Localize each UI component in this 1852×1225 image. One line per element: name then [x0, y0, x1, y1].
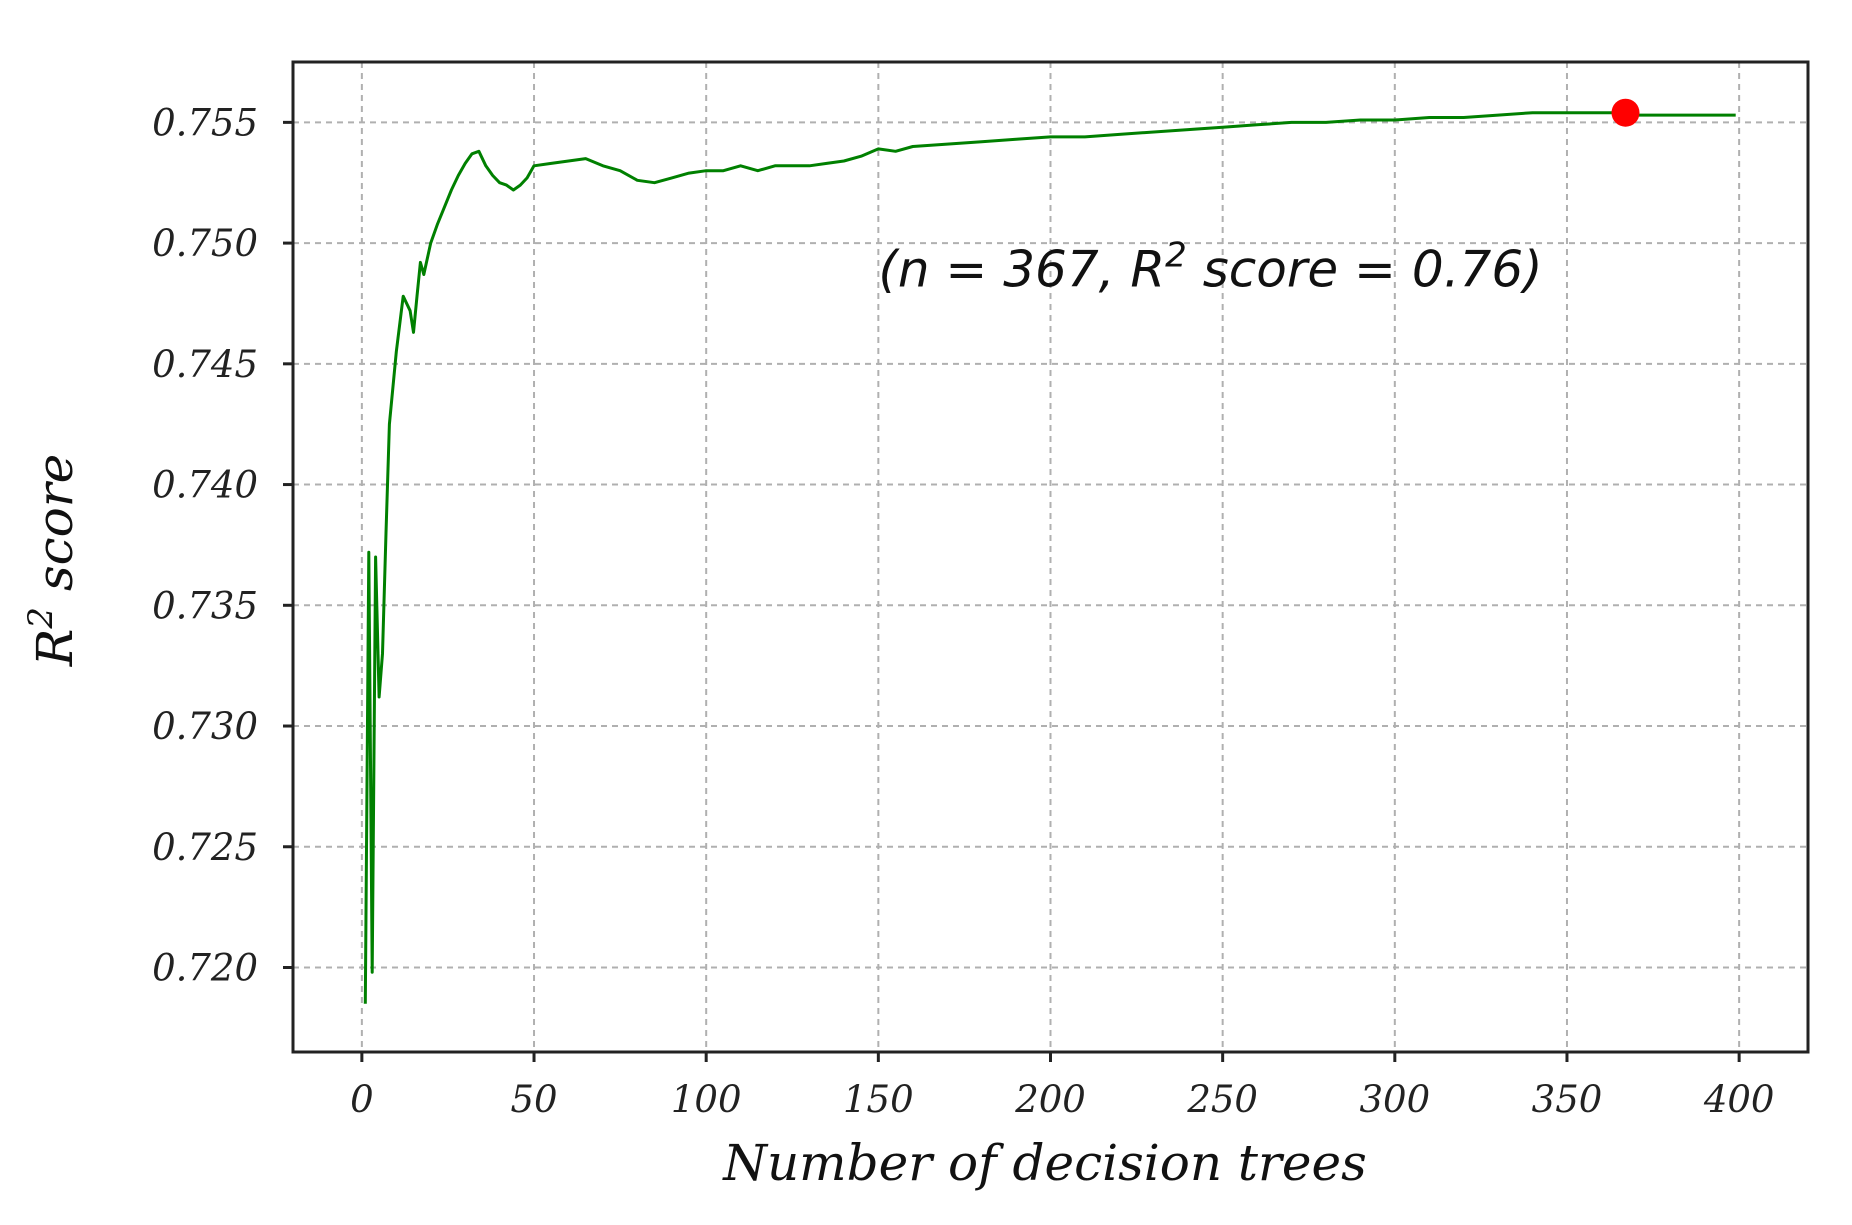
x-tick-label: 400 [1703, 1078, 1775, 1121]
y-tick-label: 0.740 [152, 464, 258, 507]
y-tick-label: 0.750 [152, 222, 258, 265]
series-layer [363, 111, 1736, 1004]
best-point-marker [1611, 98, 1640, 127]
y-tick-label: 0.730 [152, 705, 258, 748]
x-tick-label: 250 [1186, 1078, 1258, 1121]
x-tick-label: 100 [671, 1078, 742, 1121]
x-tick-label: 300 [1360, 1078, 1431, 1121]
x-tick-label: 150 [843, 1078, 914, 1121]
x-tick-label: 350 [1532, 1078, 1603, 1121]
tick-labels: 0 50 100 150 200 250 300 350 400 0.720 0.725 0.730 0… [152, 101, 1774, 1121]
x-tick-label: 0 [350, 1078, 374, 1121]
y-tick-label: 0.720 [152, 946, 258, 989]
y-tick-label: 0.735 [152, 584, 258, 627]
best-point-annotation: (n = 367, R2 score = 0.76) [878, 236, 1542, 299]
annotation-text-after: score = 0.76) [1187, 241, 1543, 299]
y-axis-title-main: R [26, 629, 84, 668]
y-axis-title-rest: score [26, 454, 84, 607]
highlight-layer [1611, 98, 1640, 127]
y-tick-label: 0.725 [152, 826, 258, 869]
x-axis-title: Number of decision trees [722, 1134, 1367, 1192]
x-tick-label: 50 [510, 1078, 557, 1121]
y-axis-title-sup: 2 [21, 607, 61, 630]
axis-ticks [283, 120, 1741, 1062]
annotation-text-before: (n = 367, R [878, 241, 1165, 299]
y-tick-label: 0.745 [152, 343, 258, 386]
x-tick-label: 200 [1014, 1078, 1086, 1121]
grid-lines [293, 62, 1808, 1052]
y-axis-title: R2 score [21, 454, 84, 667]
annotation-superscript: 2 [1165, 236, 1187, 276]
series-line [363, 111, 1736, 1004]
y-tick-label: 0.755 [152, 101, 258, 144]
